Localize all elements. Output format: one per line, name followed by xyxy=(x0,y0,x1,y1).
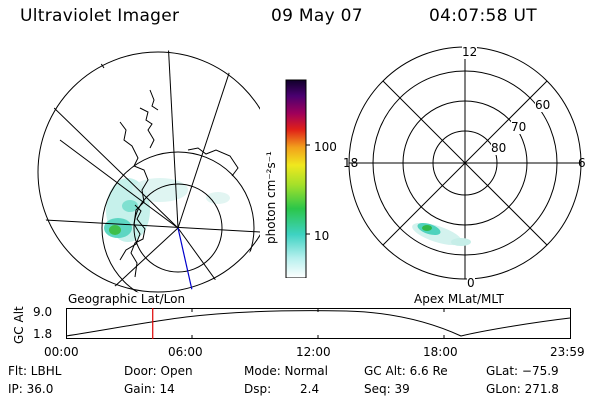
coastline xyxy=(149,89,159,111)
apex-lat-80: 80 xyxy=(491,141,507,155)
coastline xyxy=(187,147,239,177)
instrument-title: Ultraviolet Imager xyxy=(20,6,180,26)
orbit-xtick-0: 00:00 xyxy=(44,345,79,359)
apex-lat-60: 60 xyxy=(535,98,551,112)
apex-mlt-18: 18 xyxy=(343,156,359,170)
coastline xyxy=(119,121,149,261)
dsp-label: Dsp: xyxy=(244,382,272,396)
geographic-map xyxy=(36,50,260,294)
geo-aurora xyxy=(104,178,230,242)
orbit-xtick-3: 18:00 xyxy=(423,345,458,359)
seq-info: Seq: 39 xyxy=(364,382,410,396)
colorbar-tick-10: 10 xyxy=(314,229,330,243)
orbit-plot xyxy=(66,308,571,339)
apex-polar-map xyxy=(348,46,582,280)
door-info: Door: Open xyxy=(124,364,193,378)
apex-mlt-12: 12 xyxy=(462,45,478,59)
dsp-value: 2.4 xyxy=(300,382,320,396)
gc-alt-info: GC Alt: 6.6 Re xyxy=(364,364,448,378)
glat-info: GLat: −75.9 xyxy=(486,364,559,378)
orbit-xtick-2: 12:00 xyxy=(296,345,331,359)
orbit-xtick-1: 06:00 xyxy=(168,345,203,359)
orbit-altitude-curve xyxy=(66,310,571,337)
ip-info: IP: 36.0 xyxy=(8,382,54,396)
date-label: 09 May 07 xyxy=(271,6,363,26)
time-label: 04:07:58 UT xyxy=(429,6,537,26)
glon-info: GLon: 271.8 xyxy=(486,382,559,396)
apex-map-label: Apex MLat/MLT xyxy=(414,292,504,306)
orbit-ylabel: GC Alt xyxy=(12,306,26,344)
apex-lat-70: 70 xyxy=(511,120,527,134)
coastline xyxy=(139,107,155,149)
orbit-xtick-4: 23:59 xyxy=(550,345,585,359)
apex-aurora xyxy=(412,222,471,246)
mode-info: Mode: Normal xyxy=(244,364,328,378)
coastline xyxy=(87,61,105,69)
orbit-y-low: 1.8 xyxy=(33,327,53,341)
colorbar xyxy=(285,79,310,278)
geo-map-label: Geographic Lat/Lon xyxy=(68,292,186,306)
colorbar-tick-100: 100 xyxy=(314,140,337,154)
colorbar-unit-label: photon cm⁻²s⁻¹ xyxy=(264,151,278,244)
filter-info: Flt: LBHL xyxy=(8,364,62,378)
gain-info: Gain: 14 xyxy=(124,382,175,396)
apex-mlt-0: 0 xyxy=(467,276,475,290)
orbit-y-high: 9.0 xyxy=(33,305,53,319)
apex-mlt-6: 6 xyxy=(578,156,586,170)
coastline xyxy=(130,204,146,278)
